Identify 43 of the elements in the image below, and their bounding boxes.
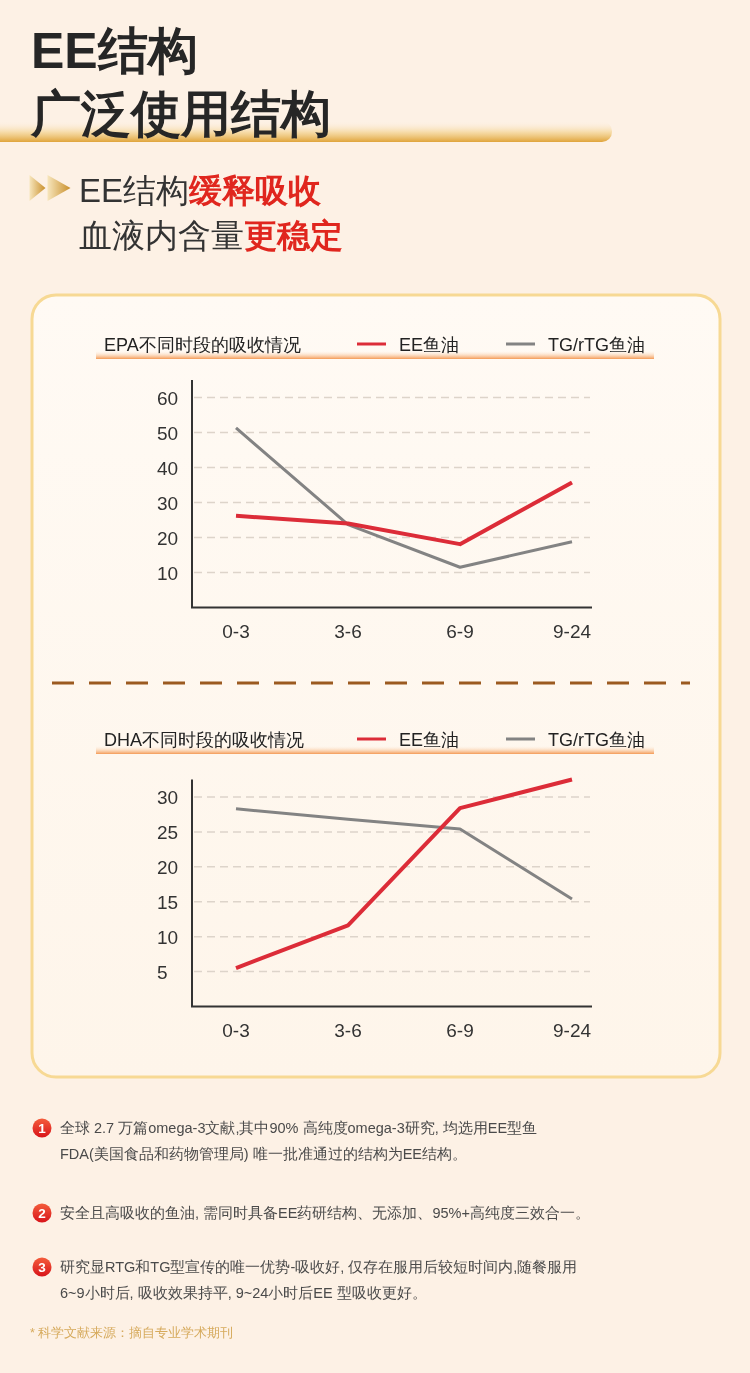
chart-title: EPA不同时段的吸收情况	[104, 334, 301, 355]
y-tick-label: 25	[157, 821, 179, 843]
text: 广泛使用结构	[30, 86, 331, 142]
text: EE结构	[31, 23, 198, 79]
text: 全球 2.7 万篇omega-3文献,其中90% 高纯度omega-3研究, 均选用EE型鱼FDA(美国食品和药物管理局) 唯一批准通过的结构为EE结构。	[60, 1119, 539, 1164]
text: * 科学文献来源：摘自专业学术期刊	[30, 1325, 235, 1341]
line-series	[234, 807, 574, 901]
text: 3	[38, 1259, 47, 1275]
x-tick-label: 9-24	[552, 620, 592, 642]
x-tick-label: 0-3	[222, 620, 250, 642]
y-tick-label: 50	[157, 422, 179, 444]
y-tick-label: 60	[157, 387, 179, 409]
y-tick-label: 15	[157, 891, 179, 913]
x-tick-label: 9-24	[552, 1019, 592, 1041]
x-tick-label: 3-6	[334, 620, 362, 642]
legend-label: EE鱼油	[398, 334, 459, 355]
line-series	[234, 777, 574, 971]
text: 安全且高吸收的鱼油, 需同时具备EE药研结构、无添加、95%+高纯度三效合一。	[60, 1204, 591, 1223]
y-tick-label: 10	[157, 926, 179, 948]
y-tick-label: 20	[157, 856, 179, 878]
x-tick-label: 0-3	[222, 1019, 250, 1041]
line-series	[234, 480, 574, 547]
text: 缓释吸收	[188, 172, 323, 209]
x-tick-label: 3-6	[334, 1019, 362, 1041]
text: 2	[38, 1205, 46, 1221]
x-tick-label: 6-9	[446, 620, 474, 642]
text: 1	[38, 1120, 47, 1136]
text: 更稳定	[244, 217, 343, 254]
text: 血液内含量	[79, 217, 244, 254]
x-tick-label: 6-9	[446, 1019, 474, 1041]
y-tick-label: 30	[157, 786, 179, 808]
y-tick-label: 40	[157, 457, 179, 479]
y-tick-label: 30	[157, 492, 179, 514]
legend-label: EE鱼油	[398, 729, 459, 750]
y-tick-label: 20	[157, 527, 179, 549]
line-series	[234, 426, 574, 569]
y-tick-label: 5	[157, 961, 168, 983]
legend-label: TG/rTG鱼油	[548, 729, 645, 750]
text: EE结构	[79, 172, 190, 209]
legend-label: TG/rTG鱼油	[548, 334, 645, 355]
y-tick-label: 10	[157, 562, 179, 584]
chart-title: DHA不同时段的吸收情况	[104, 729, 305, 750]
text: 研究显RTG和TG型宣传的唯一优势-吸收好, 仅存在服用后较短时间内,随餐服用6~9小时后, 吸收效果持平, 9~24小时后EE 型吸收更好。	[60, 1258, 579, 1303]
